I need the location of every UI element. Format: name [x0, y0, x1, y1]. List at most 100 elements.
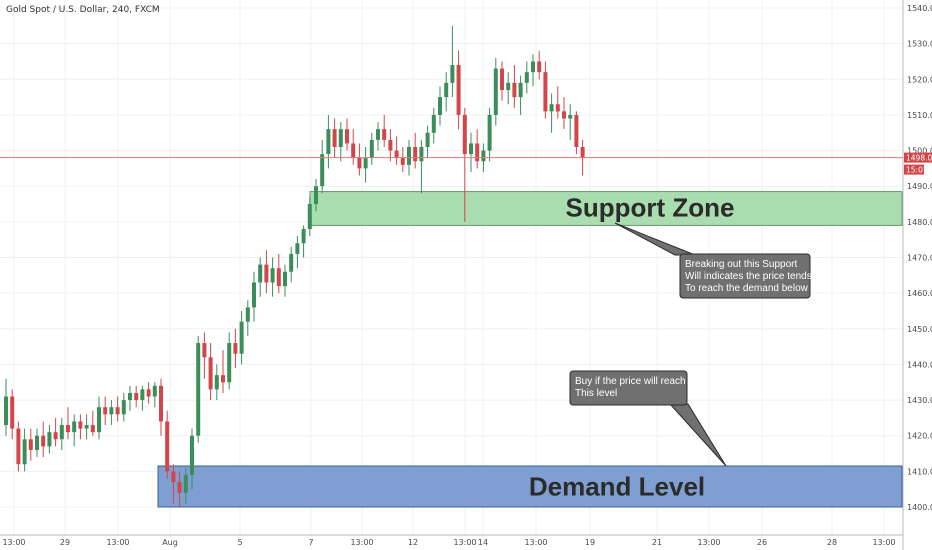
candle-body [165, 421, 170, 472]
candle-body [109, 407, 114, 415]
candle-body [351, 143, 356, 158]
candle-body [562, 111, 566, 119]
candle-body [493, 68, 498, 115]
candle-body [47, 432, 52, 447]
candle-body [549, 104, 554, 112]
candle-body [382, 129, 387, 140]
candle-body [555, 104, 560, 112]
candle-body [72, 421, 77, 433]
candle-body [270, 268, 275, 283]
demand-callout-box [569, 370, 688, 406]
candle-body [171, 471, 176, 483]
x-tick-label: 13:00 [872, 538, 895, 547]
candle-body [376, 129, 380, 140]
candle-body [177, 482, 182, 493]
candle-body [481, 150, 486, 162]
x-tick-label: 19 [585, 538, 595, 547]
candle-body [574, 114, 579, 148]
current-price-label: 1498.03 [906, 154, 932, 163]
candle-body [568, 114, 573, 119]
candle-body [245, 307, 250, 322]
demand-callout-line-2: This level [575, 388, 617, 399]
candle-body [283, 271, 287, 287]
y-tick-label: 1410.00 [907, 467, 932, 476]
candle-body [314, 186, 318, 205]
candle-body [41, 435, 46, 447]
candle-body [84, 425, 89, 429]
zones: Support Zone Demand Level [157, 191, 903, 508]
candles [4, 25, 585, 507]
support-zone [309, 191, 903, 226]
countdown-label: 15:01 [906, 166, 928, 175]
y-tick-label: 1440.00 [907, 360, 932, 369]
x-axis-ticks[interactable]: 13:00 29 13:00 Aug 5 7 13:00 12 13:00 14 13:00 19 21… [2, 538, 895, 547]
x-tick-label: 13:00 [453, 538, 476, 547]
y-tick-label: 1450.00 [907, 325, 932, 334]
chart-title: Gold Spot / U.S. Dollar, 240, FXCM [6, 5, 160, 15]
x-tick-label: 5 [237, 538, 242, 547]
y-tick-label: 1520.00 [907, 75, 932, 84]
candle-body [128, 392, 132, 401]
candle-body [320, 154, 325, 187]
candle-body [388, 139, 393, 151]
candle-body [103, 407, 108, 415]
candle-body [518, 82, 523, 98]
candle-body [202, 343, 207, 358]
candle-body [239, 321, 244, 354]
current-price-tag-box [904, 152, 932, 163]
support-callout-line-3: To reach the demand below [685, 283, 809, 294]
y-tick-label: 1400.00 [907, 503, 932, 512]
candle-body [326, 129, 331, 155]
candle-body [221, 375, 225, 383]
candle-body [233, 343, 238, 354]
demand-callout-join [671, 402, 686, 404]
candle-body [295, 243, 300, 254]
candle-body [363, 157, 368, 169]
candle-body [543, 72, 548, 112]
current-price-tag: 1498.03 15:01 [904, 152, 932, 175]
support-callout-line-1: Breaking out this Support [685, 259, 798, 270]
demand-callout: Buy if the price will reach This level [569, 370, 727, 467]
candle-body [276, 268, 281, 287]
candle-body [332, 129, 337, 148]
x-tick-label: 12 [408, 538, 418, 547]
candle-body [183, 474, 188, 493]
candle-body [252, 282, 256, 308]
candle-body [345, 129, 349, 144]
candle-body [531, 61, 535, 73]
x-tick-label: 14 [478, 538, 488, 547]
support-zone-label: Support Zone [566, 192, 735, 222]
y-tick-label: 1530.00 [907, 40, 932, 49]
candle-body [506, 82, 511, 90]
y-tick-label: 1480.00 [907, 218, 932, 227]
y-tick-label: 1500.00 [907, 147, 932, 156]
candle-body [425, 132, 430, 148]
candle-body [475, 143, 480, 162]
candle-body [469, 143, 473, 155]
candle-body [407, 147, 411, 165]
candle-body [190, 435, 194, 475]
y-tick-label: 1540.00 [907, 4, 932, 13]
candle-body [413, 147, 418, 162]
candle-body [121, 400, 126, 415]
candle-body [90, 425, 95, 433]
x-tick-label: 13:00 [350, 538, 373, 547]
y-tick-label: 1420.00 [907, 432, 932, 441]
candle-body [152, 385, 157, 397]
candle-body [16, 428, 21, 465]
candle-body [208, 357, 213, 390]
y-axis-ticks[interactable]: 1540.00 1530.00 1520.00 1510.00 1500.00 1490.… [907, 4, 932, 512]
candle-body [28, 439, 33, 450]
countdown-tag-box [904, 164, 924, 175]
x-tick-label: 13:00 [697, 538, 720, 547]
y-tick-label: 1460.00 [907, 289, 932, 298]
candle-body [196, 343, 201, 436]
candle-body [431, 114, 436, 133]
candle-body [524, 72, 529, 83]
candle-body [580, 147, 585, 158]
demand-zone [157, 465, 903, 508]
x-tick-label: 7 [308, 538, 313, 547]
candle-body [462, 114, 467, 155]
candle-body [227, 343, 232, 383]
